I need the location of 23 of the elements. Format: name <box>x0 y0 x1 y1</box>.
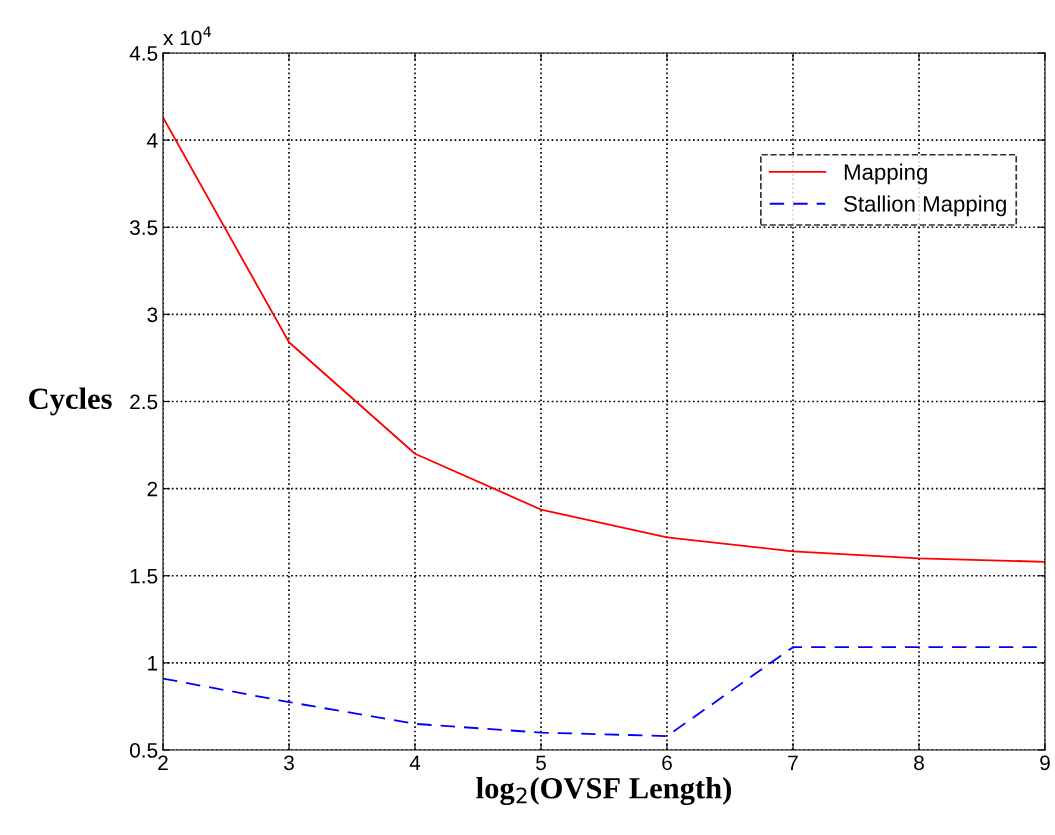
x-tick-label: 9 <box>1040 755 1050 771</box>
x-tick-label: 3 <box>284 755 294 771</box>
text: x 10$^{4}$ <box>163 26 212 46</box>
legend-label: Mapping <box>844 163 927 185</box>
y-axis-title: Cycles <box>29 387 112 416</box>
x-axis-title: log$_{2}$(OVSF Length) <box>476 777 731 806</box>
x-tick-label: 2 <box>158 755 168 770</box>
y-tick-label: 1.5 <box>130 568 158 584</box>
y-tick-label: 3 <box>147 307 158 323</box>
y-tick-label: 0.5 <box>129 743 158 758</box>
legend-label: Stallion Mapping <box>844 195 1006 217</box>
y-tick-label: 2.5 <box>130 394 158 410</box>
x-tick-label: 6 <box>662 755 672 771</box>
y-tick-label: 4.5 <box>129 46 158 61</box>
x-tick-label: 5 <box>536 755 546 771</box>
x-tick-label: 4 <box>409 755 421 770</box>
y-tick-label: 1 <box>148 656 158 671</box>
y-tick-label: 3.5 <box>129 220 158 235</box>
x-tick-label: 7 <box>788 755 798 770</box>
line-series <box>163 116 1045 563</box>
x-tick-label: 8 <box>914 755 924 771</box>
y-tick-label: 2 <box>147 481 158 497</box>
y-tick-label: 4 <box>147 133 158 148</box>
